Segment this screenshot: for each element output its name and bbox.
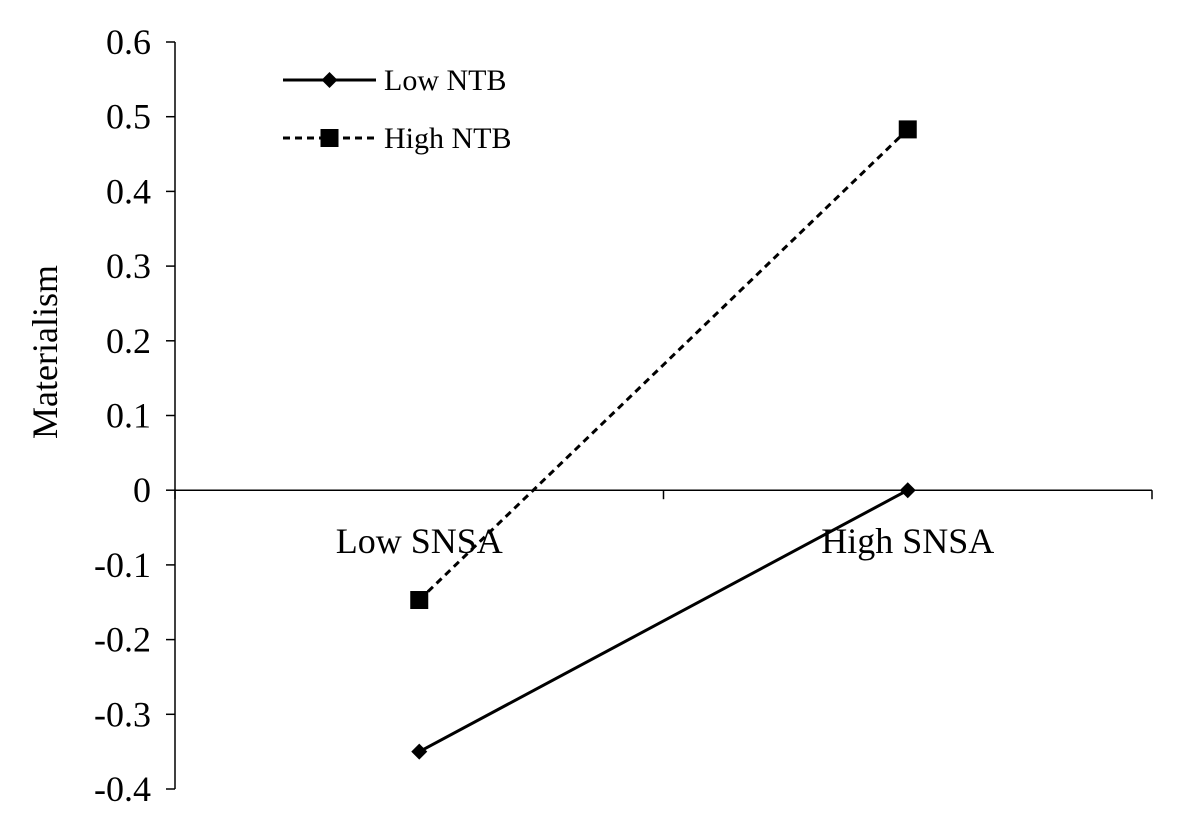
y-tick-label: 0.5: [106, 97, 151, 137]
y-tick-label: -0.4: [94, 769, 151, 809]
series-low-ntb: [411, 482, 916, 760]
data-point-square: [410, 591, 429, 610]
series-line: [418, 128, 909, 602]
legend-item: Low NTB: [283, 64, 507, 97]
legend: Low NTB High NTB: [283, 64, 512, 155]
y-axis-title: Materialism: [25, 265, 65, 439]
x-axis-category-labels: Low SNSA High SNSA: [336, 521, 995, 561]
y-tick-label: 0.3: [106, 246, 151, 286]
data-point-square: [898, 120, 917, 139]
data-point-square: [320, 129, 339, 147]
series-high-ntb: [410, 120, 917, 610]
legend-item: High NTB: [283, 122, 512, 155]
y-tick-label: -0.2: [94, 620, 151, 660]
legend-label: High NTB: [384, 122, 512, 155]
data-point-diamond: [321, 72, 338, 88]
y-axis-ticks: 0.6 0.5 0.4 0.3 0.2 0.1 0 -0.1 -0.2 -0.3 -0.4: [94, 22, 175, 809]
y-tick-label: 0: [133, 470, 151, 510]
x-category-label: High SNSA: [821, 521, 994, 561]
y-tick-label: 0.2: [106, 321, 151, 361]
x-axis-ticks: [174, 490, 1153, 500]
y-tick-label: 0.4: [106, 171, 151, 211]
data-point-diamond: [899, 482, 916, 499]
data-point-diamond: [411, 743, 428, 760]
y-tick-label: -0.1: [94, 545, 151, 585]
y-tick-label: -0.3: [94, 694, 151, 734]
series-line: [418, 488, 909, 753]
series-layer: [410, 120, 917, 760]
y-tick-label: 0.1: [106, 396, 151, 436]
x-category-label: Low SNSA: [336, 521, 503, 561]
y-tick-label: 0.6: [106, 22, 151, 62]
legend-label: Low NTB: [384, 64, 507, 97]
